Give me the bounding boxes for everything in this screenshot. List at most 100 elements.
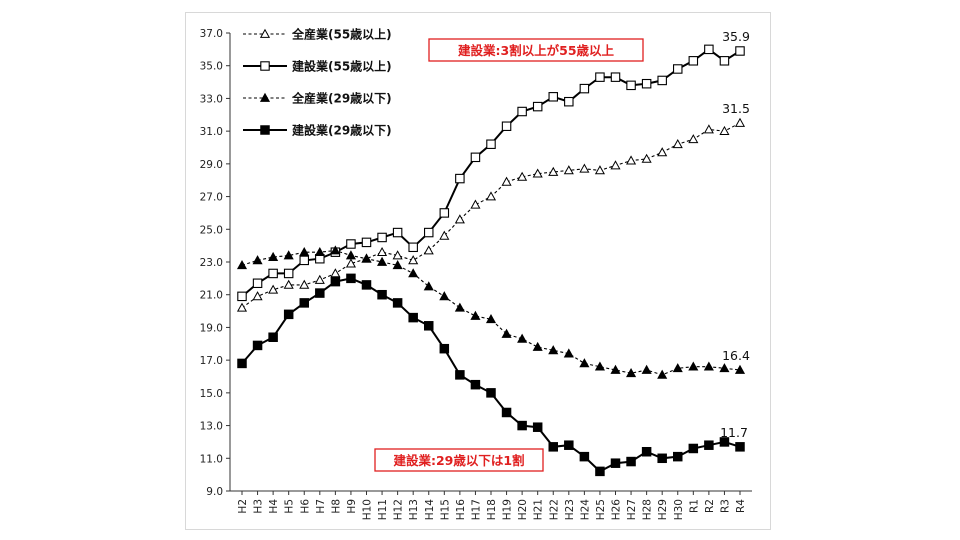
filled-square-marker bbox=[719, 437, 730, 447]
filled-triangle-marker bbox=[548, 345, 559, 355]
filled-triangle-marker bbox=[268, 251, 279, 261]
filled-square-marker bbox=[470, 379, 481, 390]
open-square-marker bbox=[579, 83, 590, 94]
filled-square-marker bbox=[688, 443, 699, 454]
filled-square-marker bbox=[532, 422, 543, 432]
open-triangle-marker bbox=[236, 302, 248, 312]
y-tick-label: 19.0 bbox=[200, 322, 223, 334]
open-square-marker bbox=[408, 242, 418, 253]
open-square-marker bbox=[470, 152, 481, 163]
filled-square-marker bbox=[439, 343, 450, 354]
filled-triangle-marker bbox=[579, 358, 590, 368]
open-square-marker bbox=[517, 106, 527, 117]
y-axis-ticks: 9.0 11.0 13.0 15.0 17.0 19.0 21.0 23.0 25.0 27.0 2… bbox=[200, 28, 230, 498]
x-tick-label: H4 bbox=[268, 499, 280, 514]
open-square-marker bbox=[501, 121, 512, 131]
filled-triangle-marker bbox=[259, 92, 271, 102]
x-tick-label: H12 bbox=[393, 499, 405, 520]
filled-square-marker bbox=[672, 451, 683, 462]
annotation-text-55: 建設業:3割以上が55歳以上 bbox=[458, 43, 615, 58]
x-tick-label: H18 bbox=[486, 499, 498, 520]
open-square-marker bbox=[423, 227, 434, 238]
x-tick-label: H2 bbox=[237, 499, 249, 514]
end-label-3: 11.7 bbox=[720, 425, 748, 440]
end-label-0: 31.5 bbox=[722, 101, 750, 116]
filled-square-marker bbox=[579, 451, 590, 462]
filled-triangle-marker bbox=[719, 363, 730, 373]
open-square-marker bbox=[532, 101, 543, 112]
x-tick-label: H24 bbox=[579, 499, 591, 521]
open-square-marker bbox=[439, 208, 450, 218]
legend-label-0: 全産業(55歳以上) bbox=[291, 27, 392, 42]
open-triangle-marker bbox=[252, 291, 263, 301]
filled-triangle-marker bbox=[439, 291, 450, 301]
annotation-construction-29: 建設業:29歳以下は1割 bbox=[374, 448, 544, 472]
open-triangle-marker bbox=[594, 165, 605, 175]
open-triangle-marker bbox=[517, 171, 528, 181]
open-square-marker bbox=[252, 278, 263, 289]
chart-frame bbox=[185, 12, 771, 530]
y-tick-label: 33.0 bbox=[200, 93, 223, 105]
filled-square-marker bbox=[735, 442, 745, 452]
filled-square-marker bbox=[315, 288, 325, 298]
x-tick-label: R2 bbox=[704, 499, 716, 513]
annotation-box-29 bbox=[374, 448, 544, 472]
open-square-marker bbox=[610, 72, 621, 82]
filled-square-marker bbox=[455, 370, 465, 380]
filled-triangle-marker bbox=[314, 246, 325, 257]
filled-square-marker bbox=[252, 340, 263, 351]
open-triangle-marker bbox=[314, 274, 325, 284]
filled-square-marker bbox=[408, 312, 418, 323]
series-line-0 bbox=[241, 122, 741, 309]
x-tick-label: R3 bbox=[719, 499, 731, 513]
x-tick-label: H6 bbox=[299, 499, 311, 514]
open-square-marker bbox=[672, 64, 683, 74]
filled-triangle-marker bbox=[345, 250, 356, 260]
open-triangle-marker bbox=[579, 163, 590, 173]
open-square-marker bbox=[361, 237, 372, 248]
open-square-marker bbox=[260, 61, 270, 71]
filled-square-marker bbox=[392, 298, 403, 308]
x-tick-label: H13 bbox=[408, 499, 420, 520]
open-triangle-marker bbox=[719, 125, 730, 136]
filled-triangle-marker bbox=[236, 260, 248, 270]
open-square-marker bbox=[283, 268, 294, 279]
x-tick-label: H8 bbox=[330, 499, 342, 514]
filled-square-marker bbox=[564, 440, 574, 450]
open-square-marker bbox=[641, 78, 652, 89]
y-tick-label: 11.0 bbox=[200, 453, 223, 465]
x-tick-label: H16 bbox=[455, 499, 467, 521]
y-tick-label: 31.0 bbox=[200, 126, 223, 138]
legend-label-2: 全産業(29歳以下) bbox=[291, 91, 392, 106]
filled-triangle-marker bbox=[283, 250, 294, 260]
open-triangle-marker bbox=[283, 279, 294, 289]
filled-triangle-marker bbox=[252, 255, 263, 265]
open-square-marker bbox=[377, 232, 387, 243]
open-triangle-marker bbox=[672, 138, 683, 149]
y-tick-label: 13.0 bbox=[200, 421, 223, 433]
y-tick-label: 35.0 bbox=[200, 61, 223, 73]
x-tick-label: H27 bbox=[626, 499, 638, 520]
x-tick-label: H15 bbox=[439, 499, 451, 520]
x-tick-label: H25 bbox=[595, 499, 607, 520]
filled-triangle-marker bbox=[563, 348, 574, 358]
y-tick-label: 9.0 bbox=[206, 486, 223, 498]
x-tick-label: H7 bbox=[315, 499, 327, 514]
filled-triangle-marker bbox=[532, 341, 543, 351]
filled-square-marker bbox=[330, 276, 341, 287]
open-triangle-marker bbox=[532, 168, 543, 178]
x-tick-label: H22 bbox=[548, 499, 560, 520]
open-triangle-marker bbox=[470, 199, 481, 209]
filled-triangle-marker bbox=[517, 333, 528, 343]
x-tick-label: H10 bbox=[362, 499, 374, 520]
open-triangle-marker bbox=[548, 166, 559, 176]
x-tick-label: H23 bbox=[564, 499, 576, 520]
open-triangle-marker bbox=[439, 230, 450, 240]
open-triangle-marker bbox=[657, 147, 668, 157]
open-square-marker bbox=[346, 239, 356, 249]
filled-triangle-marker bbox=[657, 369, 668, 379]
y-tick-label: 27.0 bbox=[200, 192, 223, 204]
filled-square-marker bbox=[377, 289, 387, 300]
open-triangle-marker bbox=[345, 258, 356, 268]
filled-triangle-marker bbox=[485, 314, 497, 324]
